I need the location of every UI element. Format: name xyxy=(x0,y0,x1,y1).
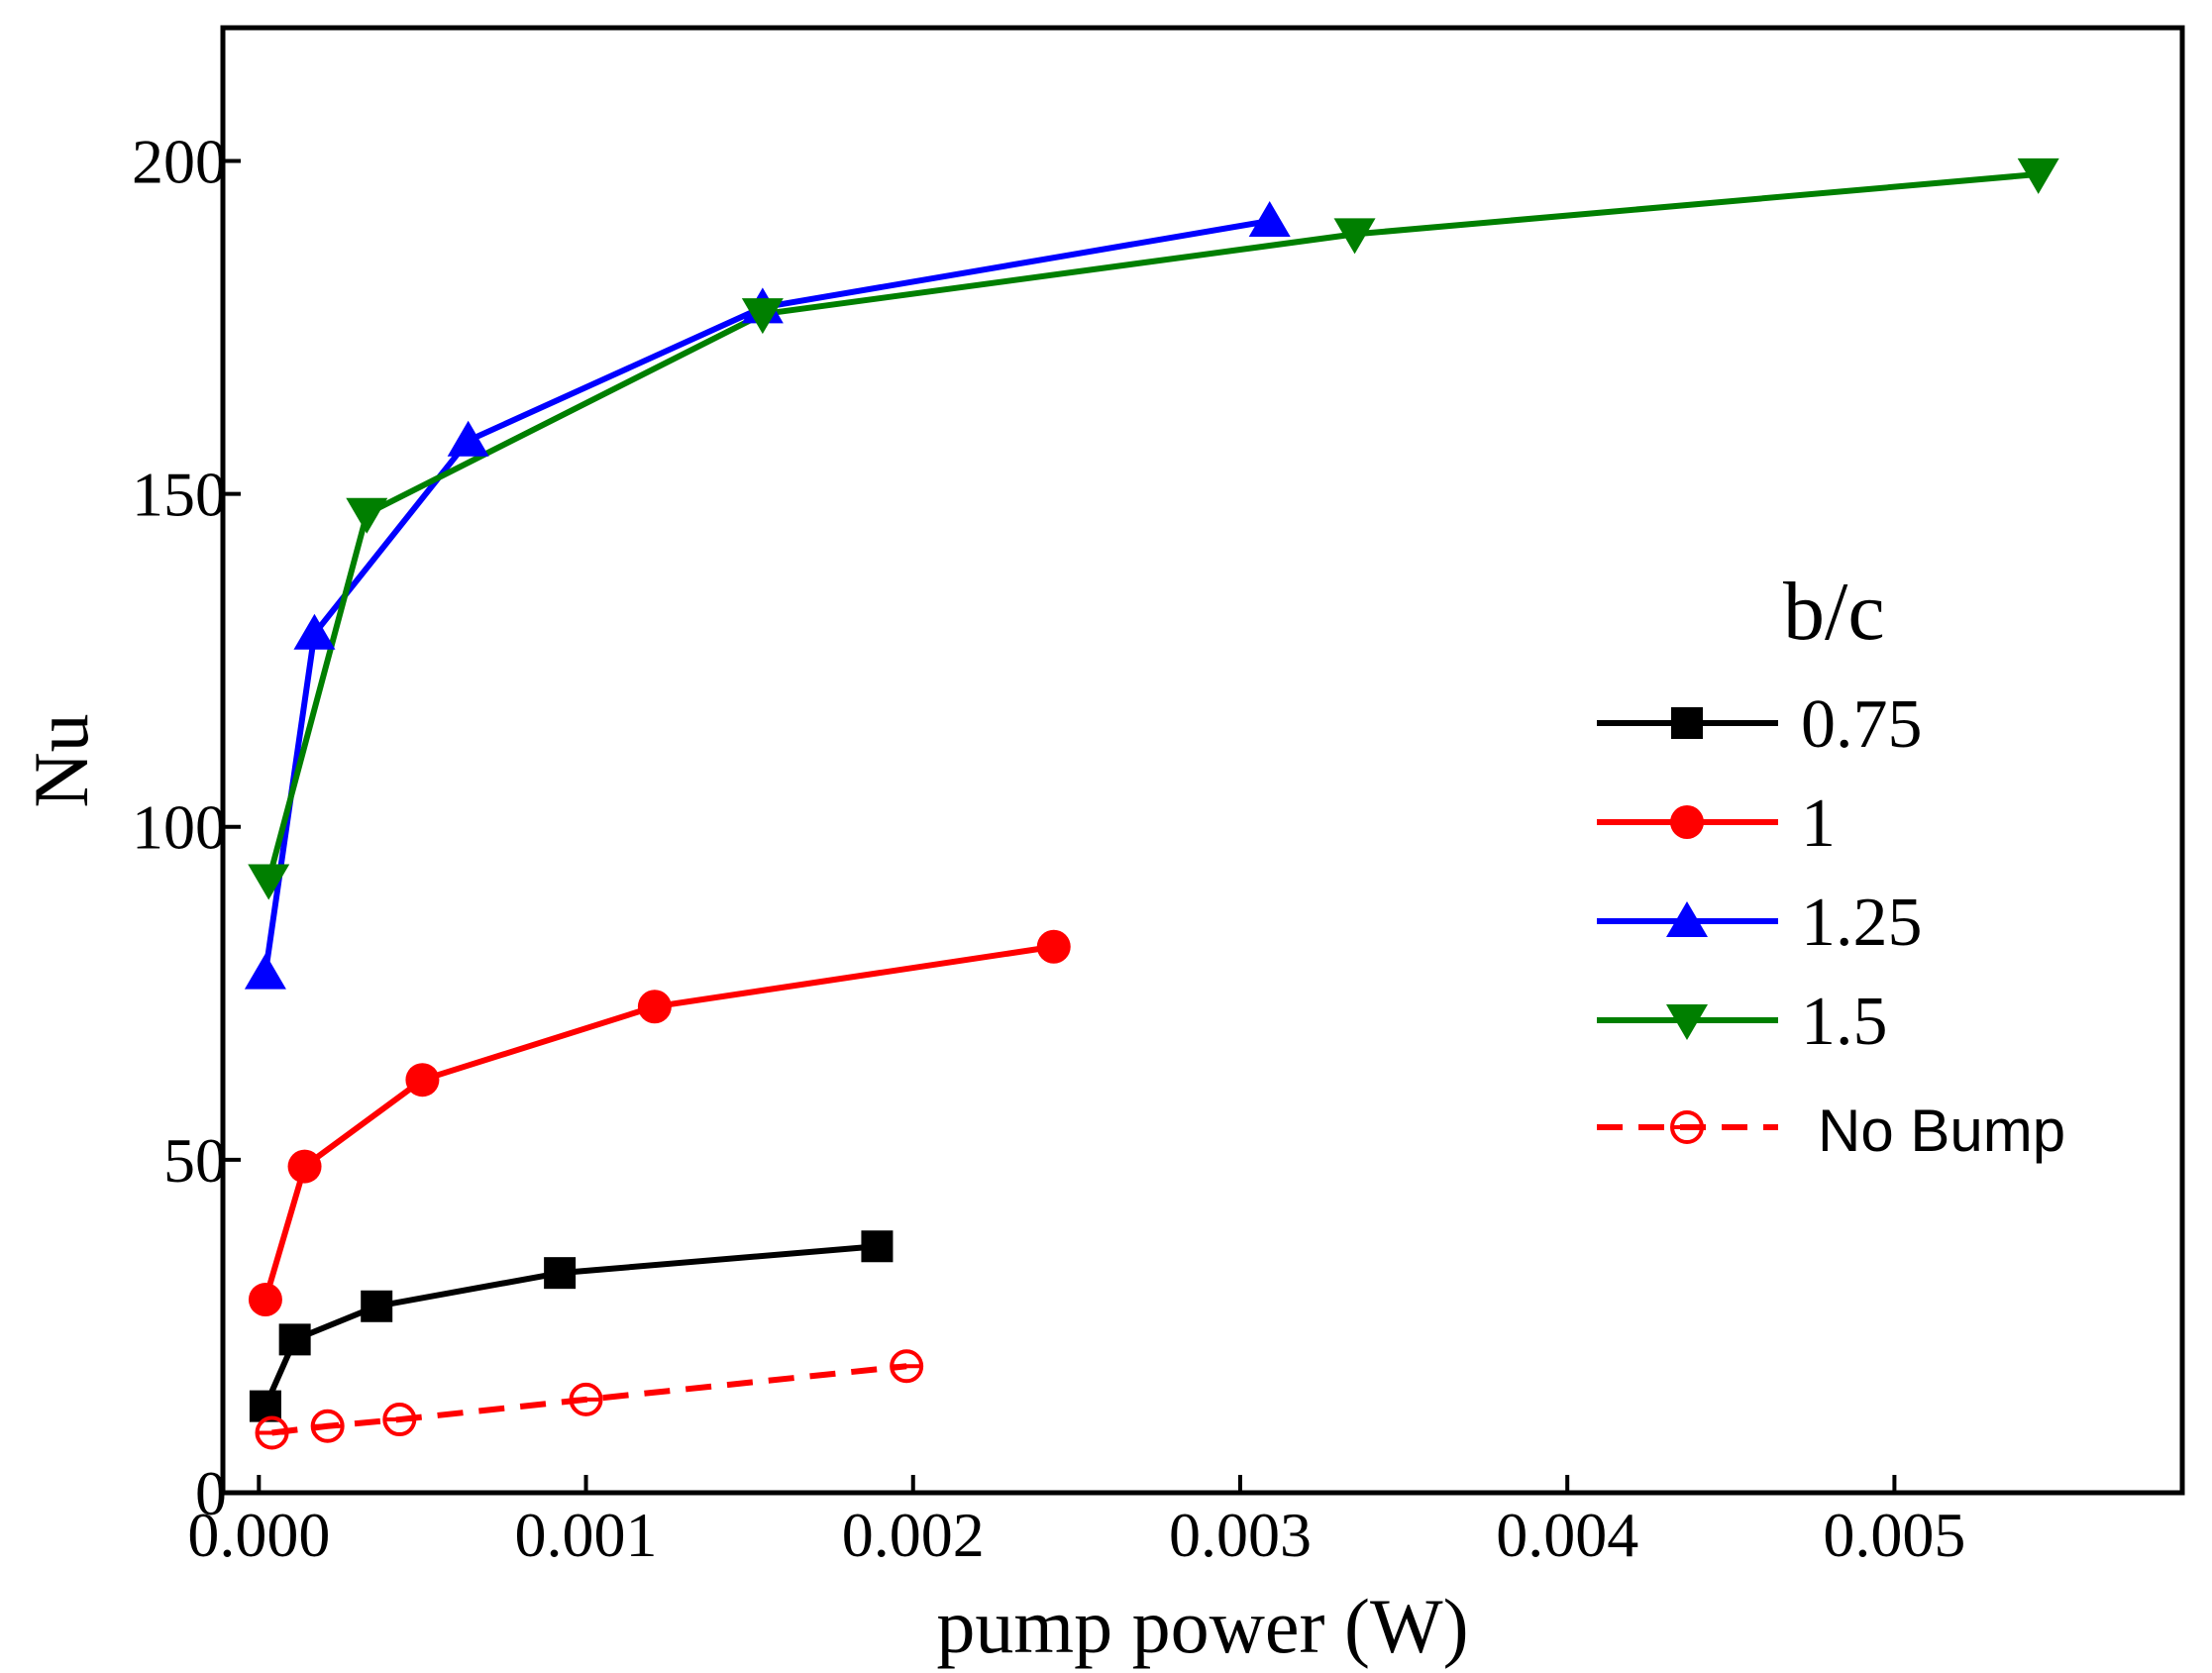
legend-label-3: 1.5 xyxy=(1801,984,1888,1060)
x-tick-label: 0.001 xyxy=(515,1500,658,1570)
data-point-series-4 xyxy=(255,1415,289,1450)
legend-marker-4 xyxy=(1670,1110,1704,1144)
legend-marker-3 xyxy=(1666,1004,1708,1040)
data-point-series-1 xyxy=(405,1063,440,1098)
data-point-series-0 xyxy=(361,1290,393,1322)
x-tick-label: 0.002 xyxy=(842,1500,985,1570)
series-line-2 xyxy=(262,218,1271,975)
data-point-series-2 xyxy=(1248,200,1291,237)
data-point-series-3 xyxy=(1333,218,1376,255)
axis-ticks: 0.000 0.001 0.002 0.003 0.004 0.005 0 50 100 150 2… xyxy=(132,126,1965,1570)
data-point-series-4 xyxy=(569,1382,603,1416)
series-markers xyxy=(244,157,2059,1450)
legend: b/c 0.75 1 1.25 1.5 No Bump xyxy=(1597,566,2065,1164)
legend-label-0: 0.75 xyxy=(1801,686,1923,763)
x-tick-label: 0.003 xyxy=(1169,1500,1312,1570)
data-point-series-4 xyxy=(890,1349,924,1384)
series-lines xyxy=(262,170,2039,1436)
data-point-series-3 xyxy=(346,497,388,534)
legend-label-2: 1.25 xyxy=(1801,885,1923,961)
data-point-series-0 xyxy=(861,1230,894,1263)
x-axis-title: pump power (W) xyxy=(936,1583,1468,1669)
x-tick-label: 0.004 xyxy=(1496,1500,1638,1570)
data-point-series-1 xyxy=(248,1283,282,1317)
y-tick-label: 100 xyxy=(132,792,227,863)
data-point-series-4 xyxy=(382,1403,417,1437)
y-tick-label: 200 xyxy=(132,126,227,196)
legend-label-1: 1 xyxy=(1801,785,1836,862)
y-tick-label: 150 xyxy=(132,460,227,530)
legend-marker-0 xyxy=(1671,707,1703,739)
plot-frame xyxy=(220,25,2185,1496)
y-axis-title: Nu xyxy=(18,713,104,807)
data-point-series-3 xyxy=(2017,157,2059,194)
data-point-series-1 xyxy=(287,1149,322,1184)
data-point-series-4 xyxy=(310,1409,345,1443)
data-point-series-2 xyxy=(447,420,489,457)
legend-marker-2 xyxy=(1666,901,1708,937)
data-point-series-1 xyxy=(1036,929,1071,964)
x-tick-label: 0.000 xyxy=(187,1500,330,1570)
data-point-series-0 xyxy=(278,1323,311,1356)
data-point-series-3 xyxy=(248,864,290,900)
y-tick-label: 50 xyxy=(163,1125,227,1196)
series-line-3 xyxy=(265,170,2039,882)
data-point-series-1 xyxy=(637,990,672,1024)
data-point-series-0 xyxy=(544,1257,577,1290)
legend-marker-1 xyxy=(1670,805,1704,839)
legend-label-4: No Bump xyxy=(1818,1098,2065,1164)
data-point-series-2 xyxy=(244,953,286,990)
x-tick-label: 0.005 xyxy=(1823,1500,1965,1570)
data-point-series-3 xyxy=(741,298,784,335)
data-point-series-2 xyxy=(293,613,336,650)
y-tick-label: 0 xyxy=(195,1458,227,1528)
legend-title: b/c xyxy=(1783,566,1885,658)
